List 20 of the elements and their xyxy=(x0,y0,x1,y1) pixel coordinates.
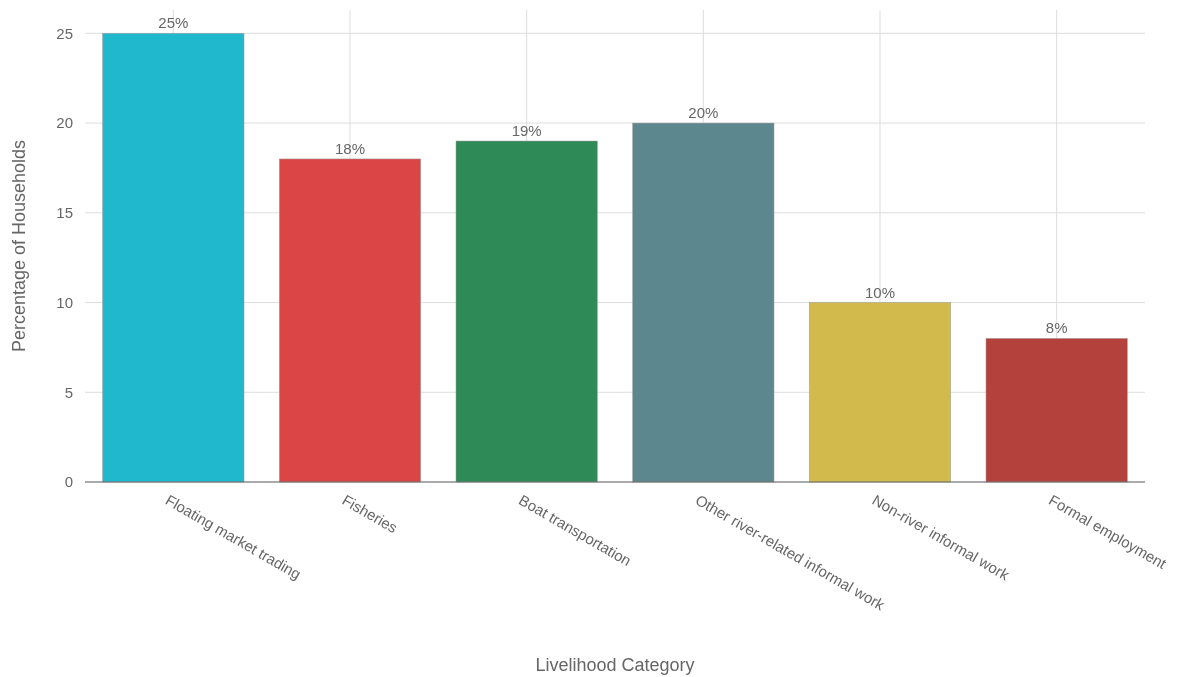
bar xyxy=(455,140,598,483)
x-axis-title: Livelihood Category xyxy=(535,655,695,675)
y-tick-label: 25 xyxy=(56,24,73,42)
y-axis-title: Percentage of Households xyxy=(9,139,29,353)
y-tick-label: 15 xyxy=(56,204,73,222)
data-label: 20% xyxy=(688,104,719,122)
data-label: 8% xyxy=(1045,319,1068,337)
y-tick-label: 0 xyxy=(64,473,73,491)
data-label: 10% xyxy=(864,283,896,301)
y-tick-label: 10 xyxy=(56,293,73,311)
y-tick-label: 5 xyxy=(64,383,73,401)
bar xyxy=(632,122,775,483)
bar xyxy=(985,338,1128,483)
bar xyxy=(279,158,421,483)
data-label: 19% xyxy=(511,122,542,140)
data-label: 18% xyxy=(334,139,366,157)
data-label: 25% xyxy=(158,14,189,32)
bar xyxy=(102,33,245,483)
bar xyxy=(809,302,951,483)
y-tick-label: 20 xyxy=(56,114,73,132)
